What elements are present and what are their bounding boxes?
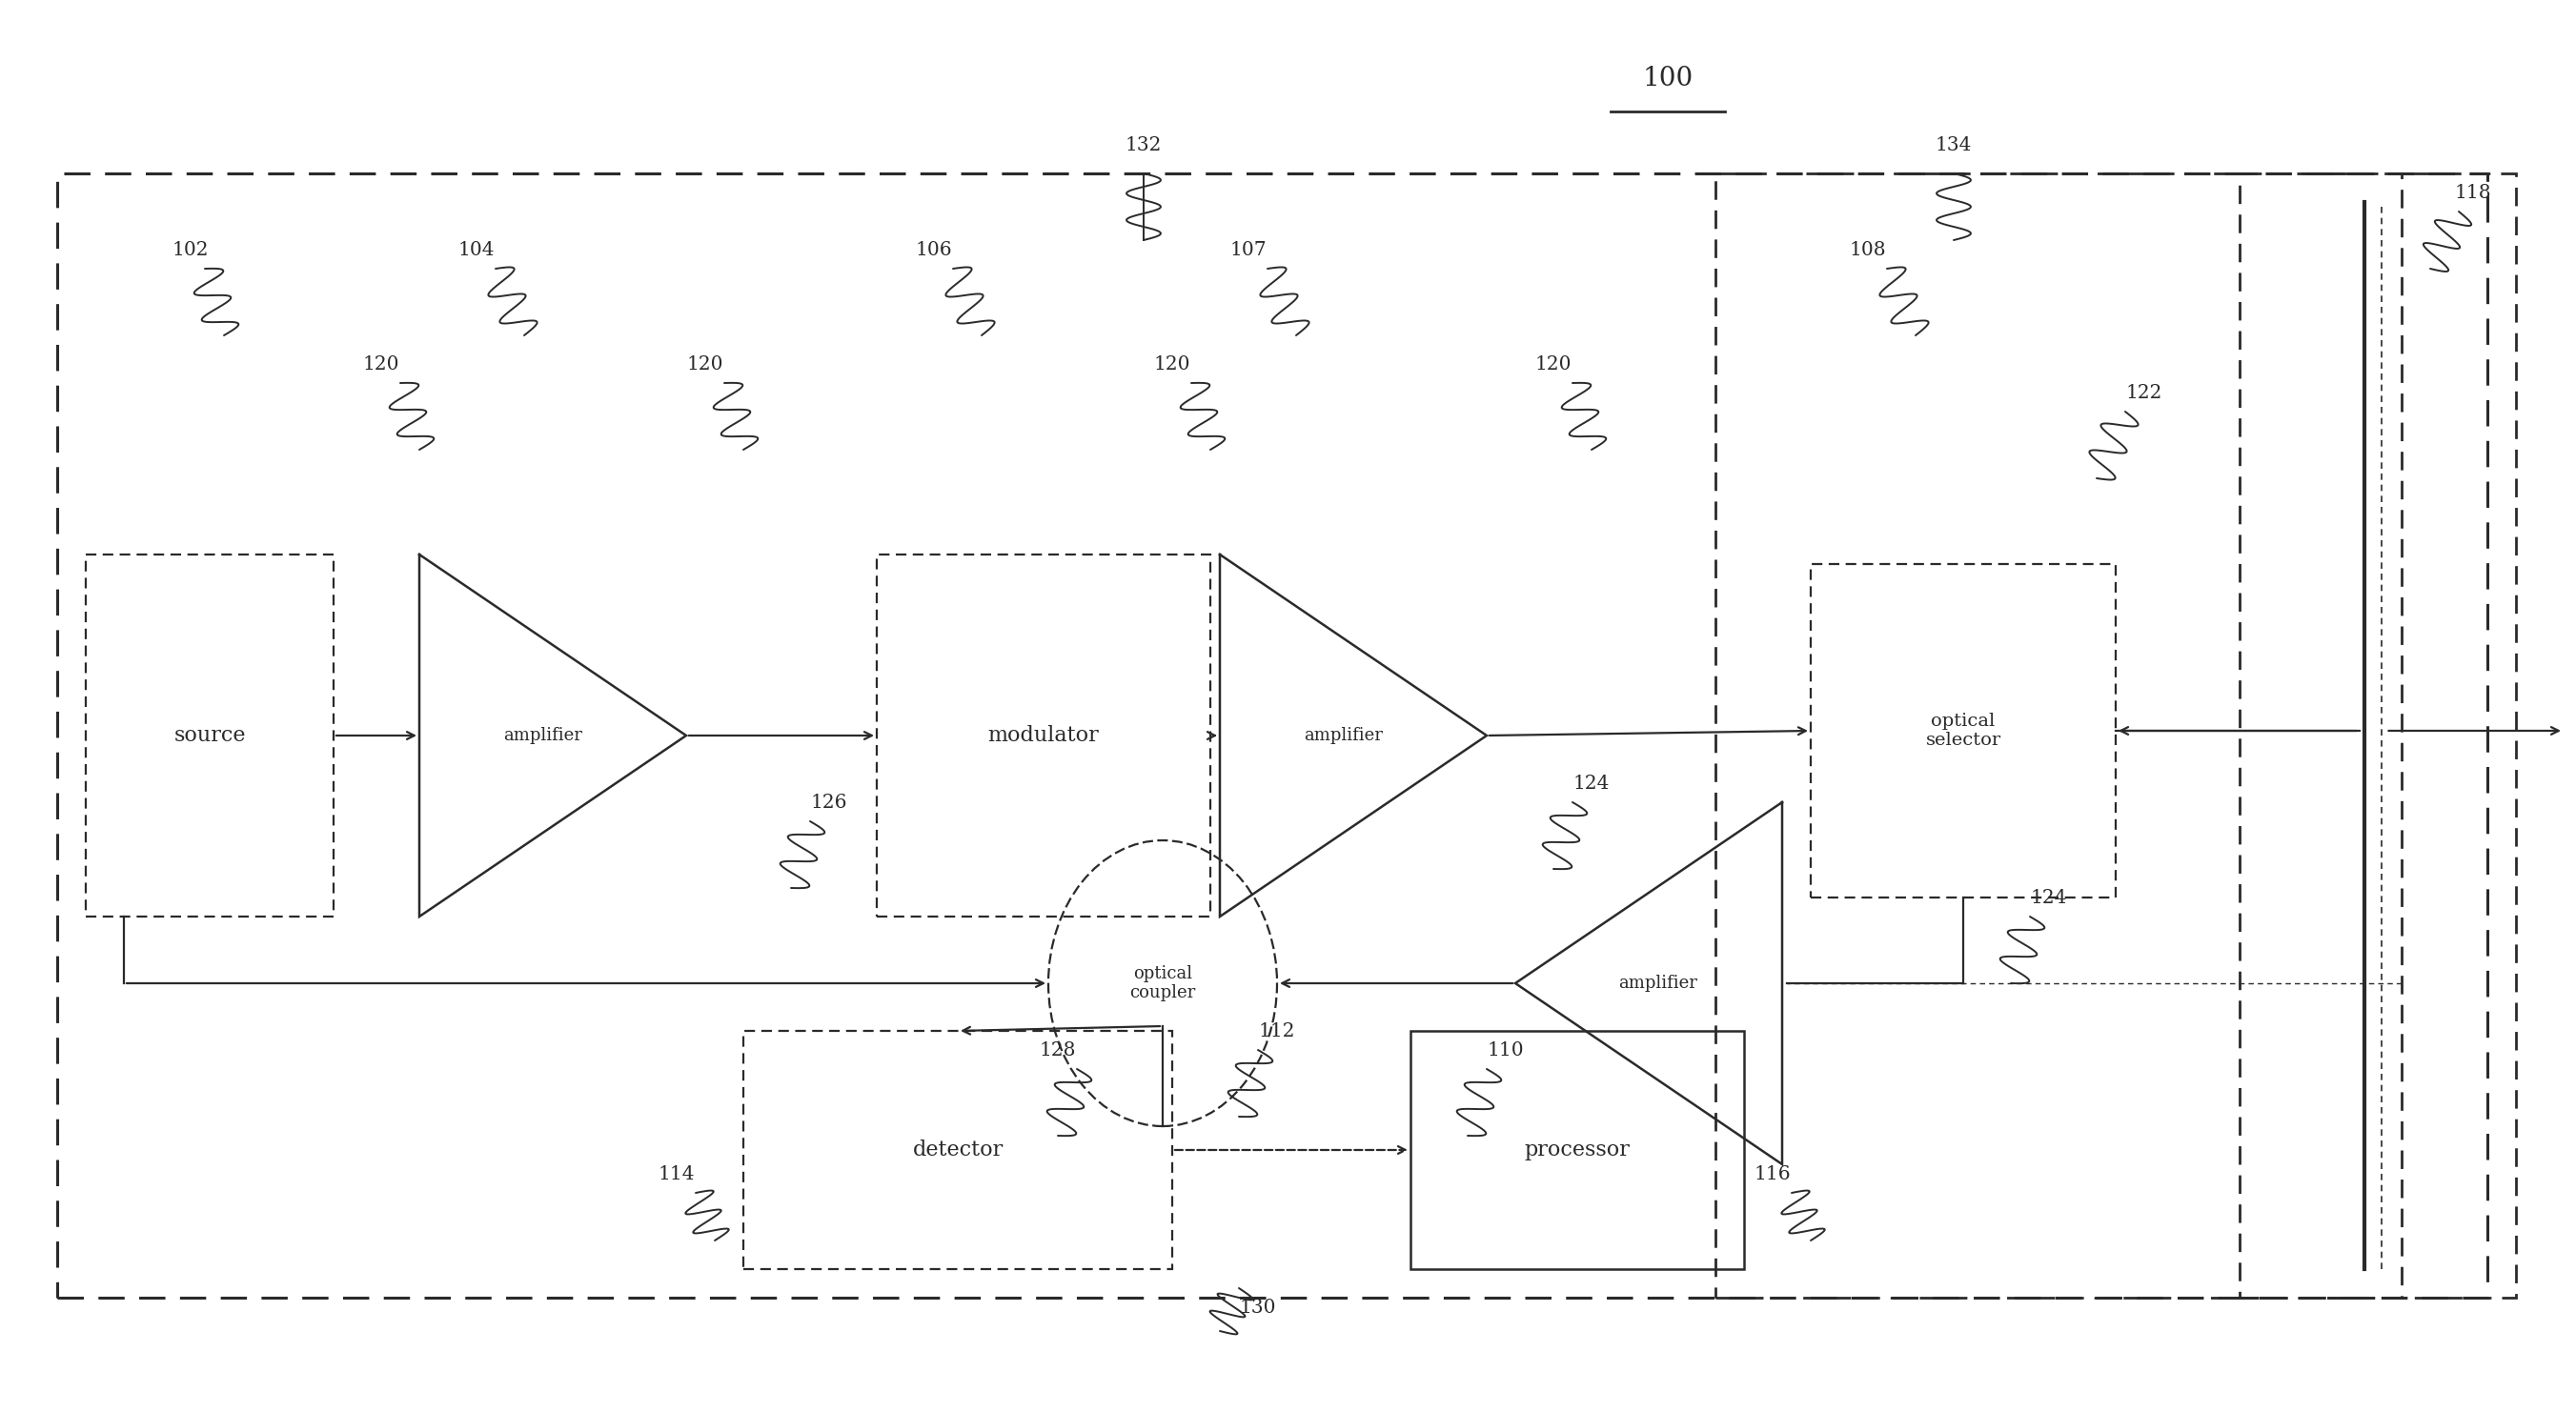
Text: 120: 120 — [688, 354, 724, 373]
Text: amplifier: amplifier — [1303, 727, 1383, 744]
Text: 110: 110 — [1486, 1041, 1525, 1059]
Bar — [876, 555, 1211, 916]
Text: amplifier: amplifier — [505, 727, 582, 744]
Bar — [1412, 1031, 1744, 1269]
Bar — [1811, 563, 2115, 898]
Text: detector: detector — [912, 1139, 1002, 1161]
Text: 108: 108 — [1850, 240, 1886, 258]
Text: 122: 122 — [2125, 384, 2164, 401]
Text: 102: 102 — [173, 240, 209, 258]
Text: 114: 114 — [659, 1165, 696, 1183]
Text: optical
coupler: optical coupler — [1131, 964, 1195, 1001]
Text: 124: 124 — [1574, 774, 1610, 792]
Text: 120: 120 — [363, 354, 399, 373]
Text: 120: 120 — [1154, 354, 1190, 373]
Bar — [85, 555, 332, 916]
Bar — [744, 1031, 1172, 1269]
Text: amplifier: amplifier — [1618, 974, 1698, 991]
Text: 128: 128 — [1041, 1041, 1077, 1059]
Text: 124: 124 — [2030, 888, 2069, 907]
Bar — [2239, 174, 2517, 1298]
Text: 104: 104 — [459, 240, 495, 258]
Bar — [57, 174, 2488, 1298]
Text: 116: 116 — [1754, 1165, 1790, 1183]
Text: 118: 118 — [2455, 184, 2491, 202]
Text: 106: 106 — [914, 240, 953, 258]
Text: 130: 130 — [1239, 1298, 1275, 1316]
Bar — [1716, 174, 2401, 1298]
Text: 112: 112 — [1260, 1022, 1296, 1041]
Text: 107: 107 — [1231, 240, 1267, 258]
Text: 134: 134 — [1935, 136, 1973, 154]
Text: 126: 126 — [811, 794, 848, 812]
Text: 120: 120 — [1535, 354, 1571, 373]
Text: processor: processor — [1525, 1139, 1631, 1161]
Text: modulator: modulator — [989, 724, 1100, 746]
Text: optical
selector: optical selector — [1924, 712, 2002, 750]
Text: source: source — [173, 724, 245, 746]
Text: 100: 100 — [1643, 65, 1692, 90]
Text: 132: 132 — [1126, 136, 1162, 154]
